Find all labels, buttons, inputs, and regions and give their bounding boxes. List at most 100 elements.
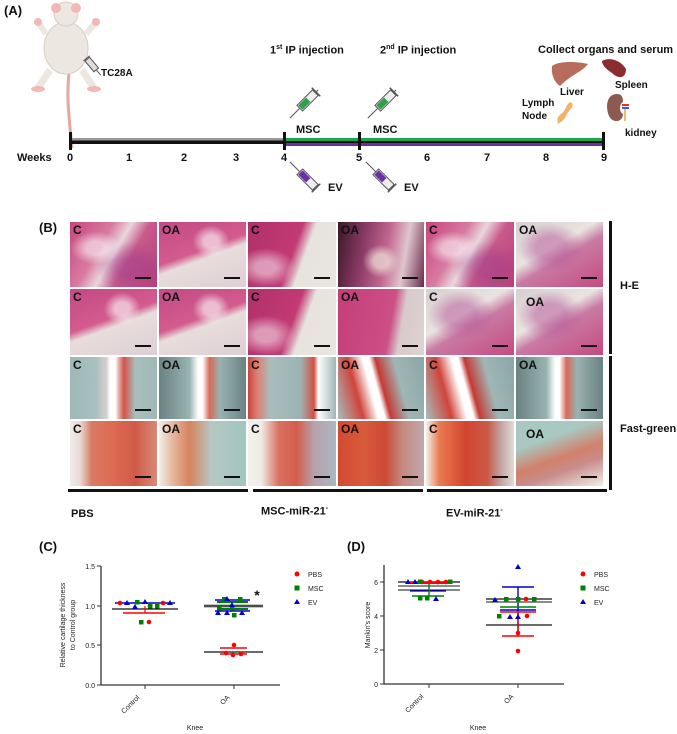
timeline-tick-4 [283,132,286,150]
weeks-label: Weeks [17,152,52,164]
timeline-ev-line [285,143,603,146]
micrograph: OA [515,288,604,356]
liver-icon [551,62,588,86]
svg-text:6: 6 [374,580,378,587]
micrograph: OA [515,420,604,487]
scale-bar [402,277,418,279]
svg-text:2: 2 [374,648,378,655]
timeline-black-line [285,141,603,143]
micrograph: OA [337,221,425,288]
panel-a-label: (A) [4,3,23,18]
micrograph: OA [337,288,425,356]
week-2: 2 [181,152,188,164]
micrograph: OA [515,221,604,288]
ev-label-2: EV [404,182,419,194]
fast-green-label: Fast-green [620,423,677,435]
scale-bar [314,409,330,411]
svg-text:EV: EV [308,600,318,607]
spleen-icon [602,59,626,78]
scale-bar [135,345,151,347]
panel-c-label: (C) [39,539,58,554]
panel-d-label: (D) [347,539,366,554]
scale-bar [402,345,418,347]
micrograph: C [247,420,337,487]
histology-grid: C OA C OA C OA C OA C OA C OA C OA C OA … [69,221,609,487]
ev-syringe-icon [365,161,397,193]
msc-syringe-icon [367,87,399,119]
spleen-label: Spleen [615,80,648,91]
mouse-illustration [31,1,101,149]
scale-bar [135,476,151,478]
micrograph: C [425,288,515,356]
second-injection-label: 2nd IP injection [380,44,457,57]
micrograph: C [69,288,158,356]
scale-bar [492,277,508,279]
panel-b-label: (B) [39,220,58,235]
scale-bar [135,277,151,279]
week-0: 0 [67,152,74,164]
svg-text:Knee: Knee [470,725,486,732]
micrograph: OA [337,420,425,487]
week-4: 4 [281,152,288,164]
timeline-tick-9 [602,132,605,150]
svg-text:0: 0 [374,682,378,689]
svg-text:*: * [254,587,260,603]
micrograph: C [247,221,337,288]
scale-bar [492,409,508,411]
pbs-bracket [68,489,248,492]
scale-bar [135,409,151,411]
tc28a-syringe-icon [83,55,102,76]
svg-text:1.5: 1.5 [85,564,95,571]
scale-bar [224,476,240,478]
lymph-node-icon [557,102,573,124]
scale-bar [402,409,418,411]
scale-bar [224,409,240,411]
svg-text:MSC: MSC [594,586,610,593]
timeline-pre-injection-line [71,138,283,144]
svg-text:Control: Control [404,693,425,714]
micrograph: C [247,356,337,420]
scale-bar [224,345,240,347]
week-5: 5 [356,152,363,164]
micrograph: C [247,288,337,356]
scale-bar [314,277,330,279]
week-1: 1 [126,152,133,164]
he-bracket [609,221,612,354]
week-6: 6 [424,152,431,164]
svg-text:1.0: 1.0 [85,604,95,611]
micrograph: C [425,420,515,487]
svg-text:EV: EV [594,600,604,607]
lymph-node-label: Lymph Node [522,98,555,122]
micrograph: OA [158,221,247,288]
micrograph: C [425,356,515,420]
scale-bar [581,409,597,411]
fast-green-bracket [609,356,612,490]
kidney-icon [607,94,629,122]
svg-text:to Control group: to Control group [70,600,77,650]
micrograph: OA [158,288,247,356]
scale-bar [492,345,508,347]
week-7: 7 [484,152,491,164]
scale-bar [314,345,330,347]
svg-text:Knee: Knee [187,725,203,732]
micrograph: C [69,356,158,420]
week-9: 9 [601,152,608,164]
scale-bar [581,476,597,478]
svg-text:0.0: 0.0 [85,683,95,690]
svg-text:OA: OA [503,693,515,705]
scale-bar [581,345,597,347]
timeline-msc-line [285,138,603,141]
msc-bracket [253,489,423,492]
tc28a-label: TC28A [101,68,133,79]
svg-text:Relative cartilage thickness: Relative cartilage thickness [60,582,67,667]
svg-text:0.5: 0.5 [85,643,95,650]
group-pbs-label: PBS [71,508,94,520]
week-8: 8 [543,152,550,164]
svg-text:Mankin's score: Mankin's score [365,602,372,649]
micrograph: OA [158,356,247,420]
scale-bar [224,277,240,279]
mankin-score-chart: 0 2 4 6 Control OA Knee Mankin's score [365,564,610,732]
scale-bar [492,476,508,478]
micrograph: C [69,221,158,288]
ev-bracket [427,489,607,492]
